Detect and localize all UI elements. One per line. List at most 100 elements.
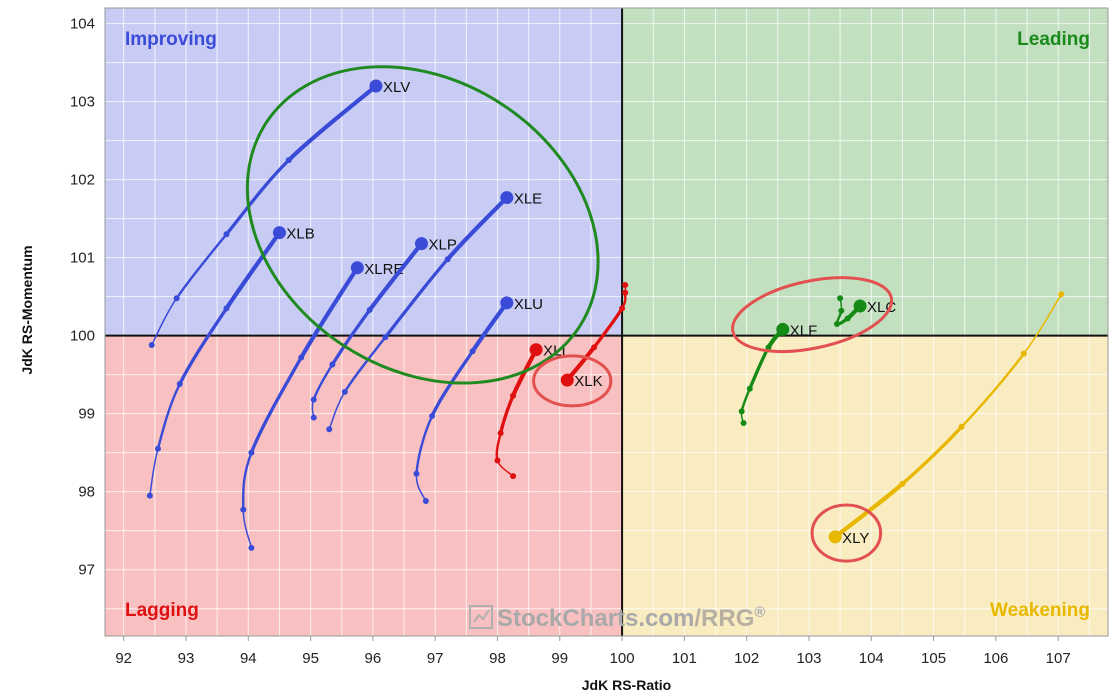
symbol-label-xlv: XLV [383,79,410,96]
symbol-label-xlf: XLF [790,322,818,339]
x-tick-label: 101 [672,650,697,667]
y-tick-label: 104 [70,16,95,33]
tail-point [285,157,292,164]
head-marker-xly [828,530,842,544]
x-tick-label: 104 [859,650,884,667]
x-tick-label: 95 [302,650,319,667]
tail-point [622,289,629,296]
x-tick-label: 97 [427,650,444,667]
tail-point [834,320,841,327]
tail-segment [286,83,379,163]
x-tick-label: 106 [983,650,1008,667]
tail-segment [249,355,303,455]
tail-segment [343,336,387,394]
tail-point [422,498,429,505]
head-marker-xlp [414,237,428,251]
tail-point [738,408,745,415]
tail-point [173,295,180,302]
tail-point [844,315,851,322]
tail-xly: XLY [828,291,1065,547]
x-tick-labels: 92 93 94 95 96 97 98 99 100 101 102 103 104 105 106 107 [115,636,1071,667]
tail-segment [415,414,434,475]
head-marker-xlu [500,296,514,310]
head-marker-xlc [853,299,867,313]
x-axis-label: JdK RS-Ratio [582,677,671,693]
tail-segment [156,382,181,450]
head-marker-xlre [350,261,364,275]
tail-point [366,306,373,313]
tail-point [746,385,753,392]
x-tick-label: 96 [365,650,382,667]
x-tick-label: 107 [1046,650,1071,667]
tail-point [494,457,501,464]
y-tick-label: 97 [78,562,95,579]
tail-point [429,413,436,420]
stockcharts-watermark: StockCharts.com/RRG® [469,604,765,632]
symbol-label-xlp: XLP [428,237,456,254]
tail-point [740,420,747,427]
tail-segment [175,233,228,300]
quadrant-label-lagging: Lagging [125,600,199,621]
head-marker-xle [500,191,514,205]
symbol-label-xle: XLE [514,191,542,208]
y-tick-label: 100 [70,328,95,345]
tail-segment [242,451,253,511]
tail-point [248,449,255,456]
x-tick-label: 103 [796,650,821,667]
tail-xlb: XLB [146,226,315,499]
tail-point [223,231,230,238]
x-tick-label: 105 [921,650,946,667]
quadrant-label-improving: Improving [125,29,217,50]
x-tick-label: 102 [734,650,759,667]
y-axis-label: JdK RS-Momentum [19,245,35,374]
tail-segment [299,265,360,360]
tail-point [248,544,255,551]
quadrant-label-leading: Leading [1017,29,1090,50]
x-tick-label: 100 [610,650,635,667]
tail-point [469,348,476,355]
x-tick-label: 94 [240,650,257,667]
symbol-label-xli: XLI [543,343,566,360]
tail-point [326,426,333,433]
watermark-text: StockCharts.com/RRG® [497,604,765,632]
tail-point [310,414,317,421]
tail-point [1058,291,1065,298]
highlight-ellipse [810,503,883,563]
tail-point [176,381,183,388]
tail-segment [383,257,450,339]
tail-segment [900,425,964,486]
tail-point [497,430,504,437]
tail-point [329,361,336,368]
x-tick-label: 92 [115,650,132,667]
head-marker-xlv [369,79,383,93]
tail-point [510,473,517,480]
head-marker-xlk [560,373,574,387]
tail-point [765,344,772,351]
tail-segment [178,306,229,386]
tail-xlp: XLP [310,237,457,421]
tail-xlf: XLF [738,322,818,427]
y-tick-label: 98 [78,484,95,501]
highlight-ellipse [532,354,613,408]
tail-point [591,344,598,351]
tail-xle: XLE [326,191,542,433]
tail-point [619,305,626,312]
watermark-logo-box [469,605,493,629]
x-tick-label: 99 [551,650,568,667]
tail-point [838,307,845,314]
quadrant-label-weakening: Weakening [990,600,1090,621]
quadrant-leading [622,8,1108,336]
tail-point [837,295,844,302]
symbol-label-xly: XLY [842,530,869,547]
highlight-ellipses [245,65,894,563]
quadrant-backgrounds [105,8,1108,636]
tail-xlk: XLK [560,281,629,390]
symbol-label-xlre: XLRE [364,261,403,278]
symbol-label-xlu: XLU [514,296,543,313]
center-crosshair [105,8,1108,636]
tail-point [223,305,230,312]
tail-xlu: XLU [413,296,543,505]
y-tick-labels: 97 98 99 100 101 102 103 104 [70,16,95,579]
watermark-suffix: /RRG [694,605,754,632]
y-tick-label: 101 [70,250,95,267]
